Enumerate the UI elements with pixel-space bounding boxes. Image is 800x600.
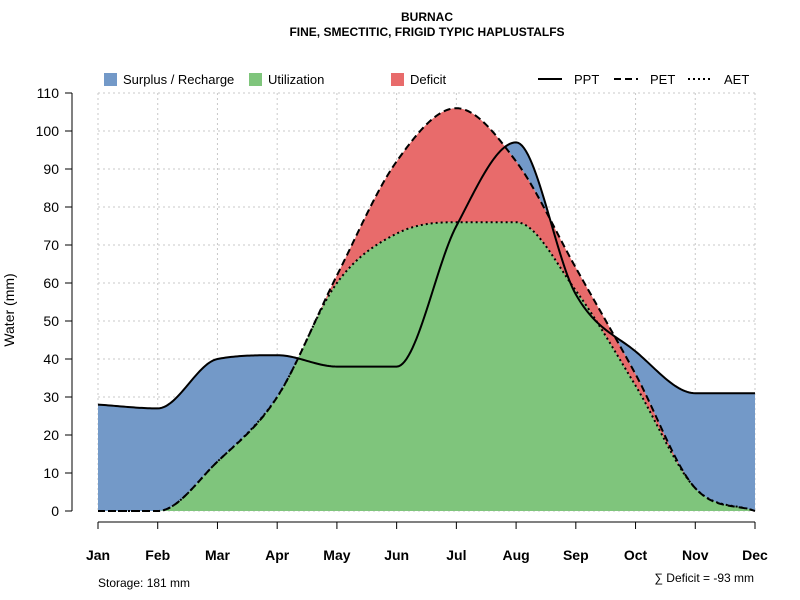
y-tick-label: 90	[43, 161, 59, 177]
x-tick-label: Mar	[205, 547, 230, 563]
y-tick-label: 20	[43, 427, 59, 443]
x-tick-label: Oct	[624, 547, 648, 563]
chart-title: BURNAC	[401, 10, 453, 24]
series-line-pet	[98, 107, 756, 512]
legend-label-aet: AET	[724, 72, 749, 87]
utilization-area	[98, 222, 755, 511]
area-fills	[98, 108, 755, 511]
axes: 0 10 20 30 40 50 60 70 80 90 100 110 Jan Feb Mar Apr May…	[36, 85, 768, 563]
x-tick-label: Feb	[145, 547, 170, 563]
deficit-area	[98, 108, 755, 511]
y-tick-label: 70	[43, 237, 59, 253]
chart-subtitle: FINE, SMECTITIC, FRIGID TYPIC HAPLUSTALF…	[289, 25, 564, 39]
x-tick-label: May	[323, 547, 350, 563]
x-tick-label: Nov	[682, 547, 709, 563]
legend-swatch-utilization	[249, 73, 262, 86]
storage-annotation: Storage: 181 mm	[98, 576, 190, 590]
y-tick-label: 10	[43, 465, 59, 481]
x-tick-label: Aug	[502, 547, 529, 563]
y-tick-label: 0	[51, 503, 59, 519]
deficit-annotation: ∑ Deficit = -93 mm	[654, 571, 754, 585]
legend-swatch-surplus-recharge	[104, 73, 117, 86]
x-tick-label: Dec	[742, 547, 768, 563]
x-tick-label: Sep	[563, 547, 589, 563]
legend-label-surplus-recharge: Surplus / Recharge	[123, 72, 234, 87]
x-tick-label: Jun	[384, 547, 409, 563]
legend-label-pet: PET	[650, 72, 675, 87]
x-tick-label: Jan	[86, 547, 110, 563]
y-tick-label: 60	[43, 275, 59, 291]
legend: Surplus / Recharge Utilization Deficit PPT P…	[104, 72, 749, 87]
series-line-aet	[98, 221, 756, 512]
y-tick-label: 100	[36, 123, 60, 139]
x-tick-label: Apr	[265, 547, 290, 563]
y-tick-label: 80	[43, 199, 59, 215]
y-axis-label: Water (mm)	[1, 273, 17, 346]
legend-swatch-deficit	[391, 73, 404, 86]
legend-label-utilization: Utilization	[268, 72, 324, 87]
x-tick-label: Jul	[446, 547, 466, 563]
y-tick-label: 40	[43, 351, 59, 367]
legend-label-ppt: PPT	[574, 72, 599, 87]
y-tick-label: 50	[43, 313, 59, 329]
y-tick-label: 110	[37, 85, 60, 101]
surplus-recharge-area	[98, 108, 755, 511]
y-tick-label: 30	[43, 389, 59, 405]
legend-label-deficit: Deficit	[410, 72, 447, 87]
series-lines	[97, 107, 756, 512]
series-line-ppt	[97, 141, 755, 410]
